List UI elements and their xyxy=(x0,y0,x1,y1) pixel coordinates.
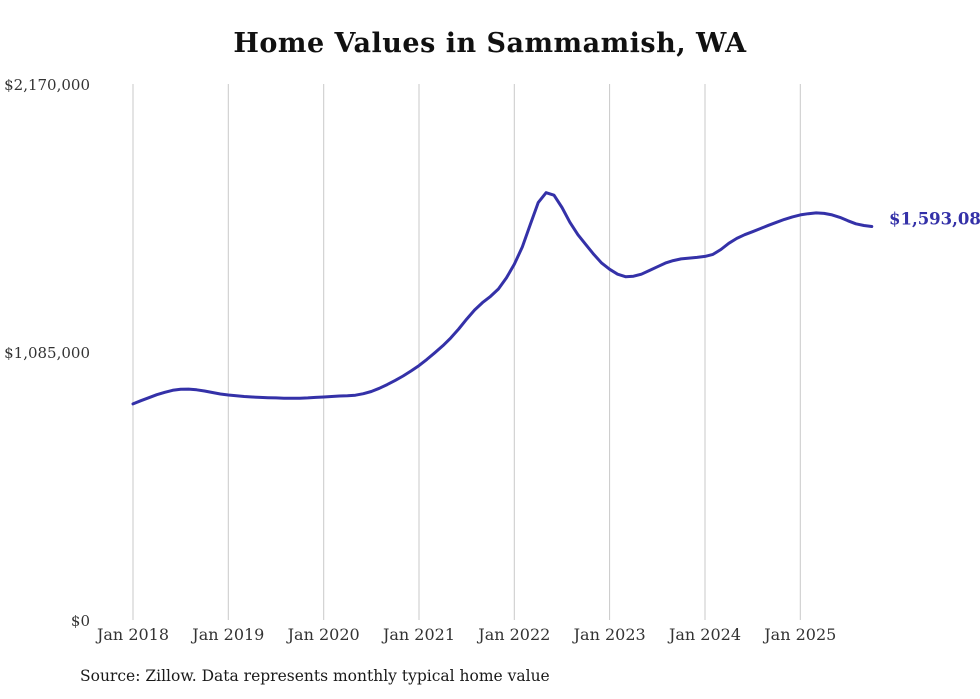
chart-title: Home Values in Sammamish, WA xyxy=(233,28,747,59)
x-axis-tick-label: Jan 2022 xyxy=(478,625,551,644)
y-axis-tick-bottom: $0 xyxy=(70,612,90,630)
x-axis-tick-label: Jan 2018 xyxy=(96,625,170,644)
x-axis-tick-label: Jan 2019 xyxy=(192,625,265,644)
x-axis-tick-label: Jan 2020 xyxy=(287,625,360,644)
x-axis-tick-label: Jan 2025 xyxy=(764,625,837,644)
x-axis-tick-label: Jan 2021 xyxy=(382,625,456,644)
home-value-series-line xyxy=(131,191,874,406)
x-axis-tick-label: Jan 2023 xyxy=(573,625,646,644)
x-axis-tick-label: Jan 2024 xyxy=(668,625,741,644)
latest-value-label: $1,593,080 xyxy=(889,209,980,229)
source-note: Source: Zillow. Data represents monthly … xyxy=(80,667,550,685)
y-axis-tick-top: $2,170,000 xyxy=(4,76,90,94)
y-axis-tick-middle: $1,085,000 xyxy=(4,344,90,362)
